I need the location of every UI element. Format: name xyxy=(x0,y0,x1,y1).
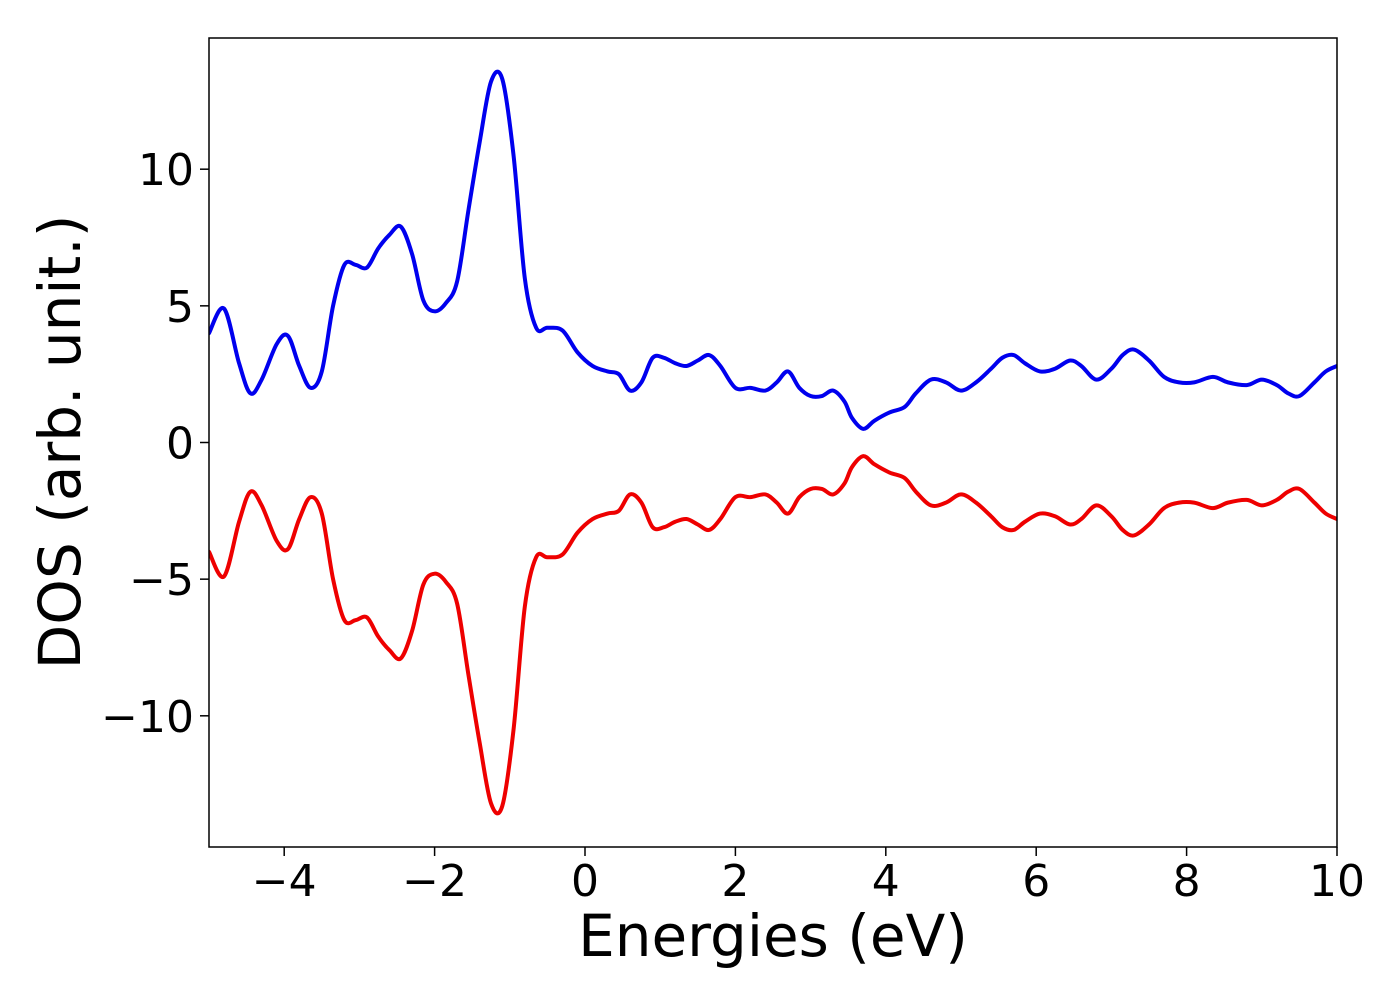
x-tick-label: 8 xyxy=(1173,856,1201,907)
y-tick-label: 10 xyxy=(138,145,194,196)
x-tick-label: 6 xyxy=(1022,856,1050,907)
x-ticks: −4 −2 0 2 4 6 8 10 xyxy=(252,847,1365,907)
x-tick-label: −4 xyxy=(252,856,317,907)
series-line-2 xyxy=(209,454,1337,816)
y-tick-label: −10 xyxy=(101,692,194,743)
x-tick-label: −2 xyxy=(402,856,467,907)
x-tick-label: 0 xyxy=(571,856,599,907)
series-line-1 xyxy=(209,69,1337,431)
y-tick-label: −5 xyxy=(129,555,194,606)
x-tick-label: 10 xyxy=(1309,856,1365,907)
x-tick-label: 2 xyxy=(721,856,749,907)
x-axis-label: Energies (eV) xyxy=(578,902,968,970)
plot-area xyxy=(209,38,1337,847)
x-tick-label: 4 xyxy=(872,856,900,907)
y-tick-label: 5 xyxy=(166,282,194,333)
y-axis-label: DOS (arb. unit.) xyxy=(26,215,94,670)
series-layer xyxy=(209,69,1337,816)
y-ticks: −10 −5 0 5 10 xyxy=(101,145,209,743)
y-tick-label: 0 xyxy=(166,419,194,470)
